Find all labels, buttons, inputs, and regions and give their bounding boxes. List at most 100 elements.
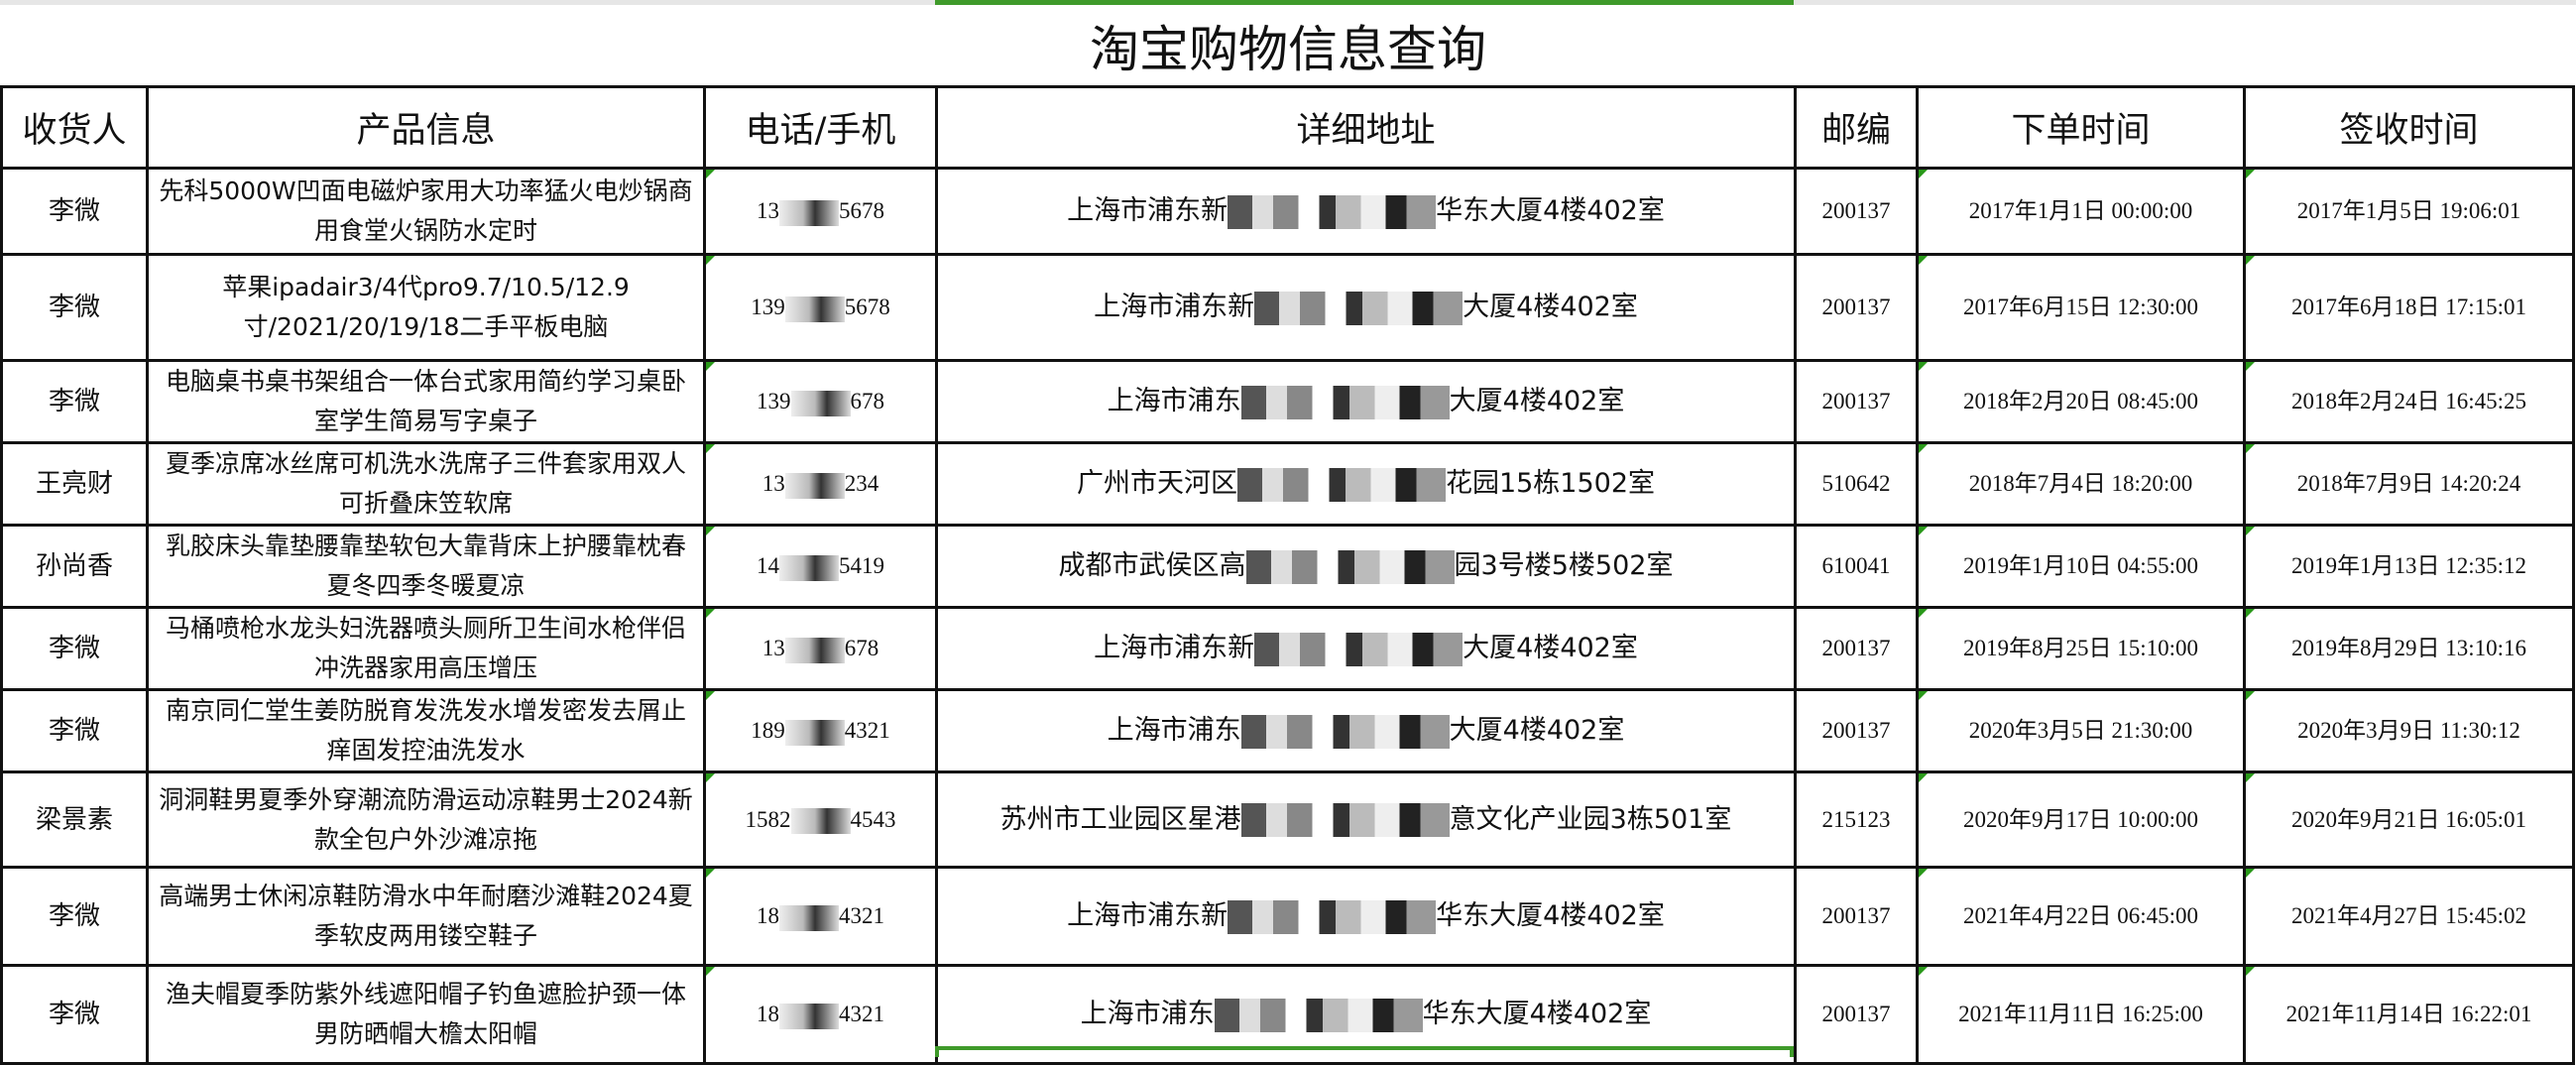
product-cell[interactable]: 电脑桌书桌书架组合一体台式家用简约学习桌卧室学生简易写字桌子	[146, 359, 706, 444]
address-prefix: 上海市浦东新	[1094, 292, 1255, 322]
zip-cell[interactable]: 200137	[1794, 606, 1919, 691]
column-header[interactable]: 详细地址	[935, 85, 1797, 170]
sheet-title[interactable]: 淘宝购物信息查询	[1090, 20, 1486, 78]
sign-time-cell[interactable]: 2018年2月24日 16:45:25	[2243, 359, 2575, 444]
sign-time-cell[interactable]: 2020年3月9日 11:30:12	[2243, 688, 2575, 773]
sign-time-cell[interactable]: 2018年7月9日 14:20:24	[2243, 441, 2575, 527]
zip-code: 200137	[1821, 198, 1891, 223]
column-header[interactable]: 下单时间	[1916, 85, 2246, 170]
zip-cell[interactable]: 510642	[1794, 441, 1919, 527]
column-header[interactable]: 收货人	[0, 85, 149, 170]
zip-cell[interactable]: 200137	[1794, 253, 1919, 362]
column-header[interactable]: 电话/手机	[703, 85, 938, 170]
product-cell[interactable]: 高端男士休闲凉鞋防滑水中年耐磨沙滩鞋2024夏季软皮两用镂空鞋子	[146, 866, 706, 967]
address-cell[interactable]: 上海市浦东新 华东大厦4楼402室	[935, 866, 1797, 967]
recipient-cell[interactable]: 李微	[0, 359, 149, 444]
phone-prefix: 139	[757, 389, 791, 414]
phone-cell[interactable]: 13 678	[703, 606, 938, 691]
order-time-cell[interactable]: 2018年7月4日 18:20:00	[1916, 441, 2246, 527]
sign-time-cell[interactable]: 2019年8月29日 13:10:16	[2243, 606, 2575, 691]
column-header[interactable]: 产品信息	[146, 85, 706, 170]
product-cell[interactable]: 乳胶床头靠垫腰靠垫软包大靠背床上护腰靠枕春夏冬四季冬暖夏凉	[146, 524, 706, 609]
table-row: 李微 苹果ipadair3/4代pro9.7/10.5/12.9寸/2021/20…	[0, 253, 2575, 362]
product-cell[interactable]: 先科5000W凹面电磁炉家用大功率猛火电炒锅商用食堂火锅防水定时	[146, 167, 706, 256]
column-header[interactable]: 签收时间	[2243, 85, 2575, 170]
recipient-cell[interactable]: 李微	[0, 964, 149, 1065]
sign-time-cell[interactable]: 2019年1月13日 12:35:12	[2243, 524, 2575, 609]
phone-cell[interactable]: 13 234	[703, 441, 938, 527]
product-cell[interactable]: 苹果ipadair3/4代pro9.7/10.5/12.9寸/2021/20/1…	[146, 253, 706, 362]
address-cell[interactable]: 苏州市工业园区星港 意文化产业园3栋501室	[935, 770, 1797, 869]
address-cell[interactable]: 上海市浦东新 大厦4楼402室	[935, 606, 1797, 691]
phone-cell[interactable]: 14 5419	[703, 524, 938, 609]
recipient-cell[interactable]: 梁景素	[0, 770, 149, 869]
phone-cell[interactable]: 139 5678	[703, 253, 938, 362]
sign-time: 2021年11月14日 16:22:01	[2285, 1002, 2532, 1026]
product-cell[interactable]: 夏季凉席冰丝席可机洗水洗席子三件套家用双人可折叠床笠软席	[146, 441, 706, 527]
order-time-cell[interactable]: 2020年3月5日 21:30:00	[1916, 688, 2246, 773]
sign-time: 2019年1月13日 12:35:12	[2290, 553, 2527, 578]
product-cell[interactable]: 洞洞鞋男夏季外穿潮流防滑运动凉鞋男士2024新款全包户外沙滩凉拖	[146, 770, 706, 869]
order-time: 2018年7月4日 18:20:00	[1968, 471, 2193, 496]
address-cell[interactable]: 上海市浦东 大厦4楼402室	[935, 359, 1797, 444]
phone-cell[interactable]: 189 4321	[703, 688, 938, 773]
order-time-cell[interactable]: 2021年11月11日 16:25:00	[1916, 964, 2246, 1065]
zip-cell[interactable]: 200137	[1794, 167, 1919, 256]
address-prefix: 广州市天河区	[1076, 468, 1237, 499]
address-cell[interactable]: 上海市浦东新 大厦4楼402室	[935, 253, 1797, 362]
product-cell[interactable]: 马桶喷枪水龙头妇洗器喷头厕所卫生间水枪伴侣冲洗器家用高压增压	[146, 606, 706, 691]
recipient-cell[interactable]: 李微	[0, 606, 149, 691]
address-cell[interactable]: 上海市浦东 大厦4楼402室	[935, 688, 1797, 773]
address-cell[interactable]: 上海市浦东新 华东大厦4楼402室	[935, 167, 1797, 256]
recipient: 李微	[48, 716, 100, 746]
phone-suffix: 5678	[844, 295, 890, 319]
order-time: 2018年2月20日 08:45:00	[1962, 389, 2199, 414]
phone-cell[interactable]: 13 5678	[703, 167, 938, 256]
recipient-cell[interactable]: 李微	[0, 167, 149, 256]
address-suffix: 大厦4楼402室	[1449, 715, 1625, 746]
order-time-cell[interactable]: 2020年9月17日 10:00:00	[1916, 770, 2246, 869]
product-cell[interactable]: 渔夫帽夏季防紫外线遮阳帽子钓鱼遮脸护颈一体男防晒帽大檐太阳帽	[146, 964, 706, 1065]
phone-cell[interactable]: 18 4321	[703, 964, 938, 1065]
phone-prefix: 14	[757, 553, 779, 578]
recipient: 梁景素	[35, 804, 113, 835]
address-suffix: 花园15栋1502室	[1445, 468, 1656, 499]
address-cell[interactable]: 成都市武侯区高 园3号楼5楼502室	[935, 524, 1797, 609]
recipient-cell[interactable]: 王亮财	[0, 441, 149, 527]
zip-cell[interactable]: 610041	[1794, 524, 1919, 609]
recipient-cell[interactable]: 李微	[0, 688, 149, 773]
phone-suffix: 4321	[844, 718, 890, 743]
zip-code: 200137	[1821, 295, 1891, 319]
zip-cell[interactable]: 200137	[1794, 866, 1919, 967]
phone-cell[interactable]: 18 4321	[703, 866, 938, 967]
zip-cell[interactable]: 215123	[1794, 770, 1919, 869]
product-cell[interactable]: 南京同仁堂生姜防脱育发洗发水增发密发去屑止痒固发控油洗发水	[146, 688, 706, 773]
zip-code: 610041	[1821, 553, 1891, 578]
zip-cell[interactable]: 200137	[1794, 359, 1919, 444]
sign-time-cell[interactable]: 2020年9月21日 16:05:01	[2243, 770, 2575, 869]
order-time-cell[interactable]: 2019年8月25日 15:10:00	[1916, 606, 2246, 691]
order-time-cell[interactable]: 2017年6月15日 12:30:00	[1916, 253, 2246, 362]
phone-prefix: 13	[761, 471, 785, 496]
zip-cell[interactable]: 200137	[1794, 964, 1919, 1065]
sign-time-cell[interactable]: 2017年6月18日 17:15:01	[2243, 253, 2575, 362]
phone-cell[interactable]: 139 678	[703, 359, 938, 444]
redaction-mosaic	[779, 1003, 839, 1029]
order-time-cell[interactable]: 2018年2月20日 08:45:00	[1916, 359, 2246, 444]
address-prefix: 上海市浦东	[1107, 386, 1241, 416]
recipient-cell[interactable]: 孙尚香	[0, 524, 149, 609]
recipient-cell[interactable]: 李微	[0, 253, 149, 362]
address-cell[interactable]: 广州市天河区 花园15栋1502室	[935, 441, 1797, 527]
column-header[interactable]: 邮编	[1794, 85, 1919, 170]
phone-cell[interactable]: 1582 4543	[703, 770, 938, 869]
recipient-cell[interactable]: 李微	[0, 866, 149, 967]
sign-time-cell[interactable]: 2017年1月5日 19:06:01	[2243, 167, 2575, 256]
sign-time: 2020年9月21日 16:05:01	[2290, 806, 2527, 832]
sign-time-cell[interactable]: 2021年4月27日 15:45:02	[2243, 866, 2575, 967]
order-time-cell[interactable]: 2019年1月10日 04:55:00	[1916, 524, 2246, 609]
order-time-cell[interactable]: 2021年4月22日 06:45:00	[1916, 866, 2246, 967]
zip-cell[interactable]: 200137	[1794, 688, 1919, 773]
sign-time-cell[interactable]: 2021年11月14日 16:22:01	[2243, 964, 2575, 1065]
order-time: 2019年8月25日 15:10:00	[1962, 636, 2199, 660]
order-time-cell[interactable]: 2017年1月1日 00:00:00	[1916, 167, 2246, 256]
